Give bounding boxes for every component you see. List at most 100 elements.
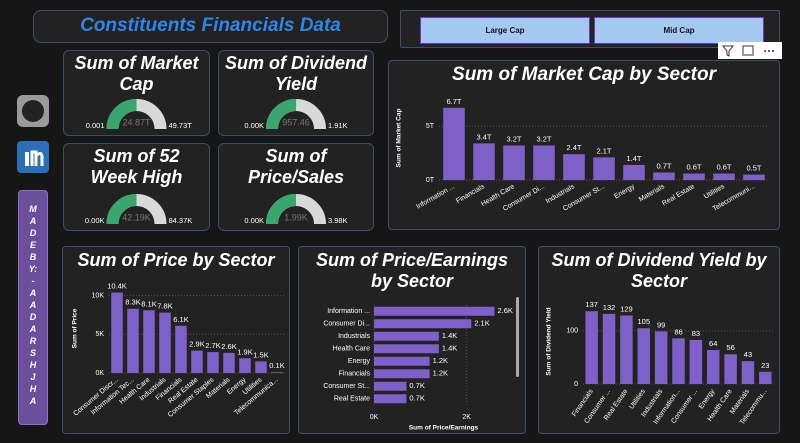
bar	[743, 174, 765, 180]
gauge-max: 84.37K	[169, 216, 193, 225]
data-label: 10.4K	[107, 281, 127, 290]
gauge-min: 0.00K	[244, 121, 264, 130]
y-tick-label: 10K	[92, 292, 105, 299]
bar	[759, 371, 772, 384]
slicer-button[interactable]: Large Cap	[420, 17, 590, 44]
bar	[374, 344, 439, 354]
data-label: 1.5K	[253, 350, 268, 359]
data-label: 23	[761, 361, 769, 370]
gauge-value-arc	[106, 194, 137, 225]
data-label: 43	[744, 350, 752, 359]
x-tick-label: Information ...	[415, 183, 456, 210]
y-tick-label: 0T	[426, 177, 435, 184]
bar	[374, 381, 407, 391]
data-label: 1.9K	[237, 347, 252, 356]
data-label: 0.7K	[409, 394, 424, 403]
x-tick-label: 2K	[462, 414, 471, 421]
more-dot[interactable]	[764, 50, 766, 52]
y-axis-label: Sum of Market Cap	[396, 109, 403, 168]
bar	[637, 328, 651, 384]
x-tick-label: Utilities	[703, 183, 726, 201]
gauge-card: Sum of 52 Week High 42.19K 0.00K 84.37K	[63, 143, 210, 231]
bar	[374, 394, 407, 404]
data-label: 0.6T	[686, 163, 701, 172]
gauge-max: 1.91K	[328, 121, 348, 130]
y-tick-label: Financials	[338, 371, 370, 378]
data-label: 99	[657, 320, 665, 329]
chart-panel: 0 100 Sum of Dividend Yield 137 Financials 13…	[538, 246, 780, 434]
focus-icon[interactable]	[742, 45, 754, 56]
gauge-max: 3.98K	[328, 216, 348, 225]
data-label: 2.6K	[221, 342, 236, 351]
data-label: 2.9K	[189, 340, 204, 349]
chart-panel: 0K 5K 10K Sum of Price 10.4K Consumer Discr..…	[62, 246, 290, 434]
bar	[473, 143, 495, 180]
bar	[672, 338, 685, 384]
chart-title: Sum of Dividend Yield by Sector	[551, 250, 767, 291]
gauge: 24.87T 0.001 49.73T	[86, 99, 193, 130]
data-label: 83	[692, 329, 700, 338]
more-dot[interactable]	[768, 50, 770, 52]
data-label: 0.7T	[656, 161, 671, 170]
data-label: 0.6T	[716, 163, 731, 172]
y-tick-label: 0K	[95, 370, 104, 377]
data-label: 105	[638, 317, 651, 326]
bar	[191, 350, 203, 373]
data-label: 2.1K	[474, 319, 489, 328]
gauge: 1.99K 0.00K 3.98K	[244, 194, 348, 225]
bar	[724, 354, 737, 384]
data-label: 1.4K	[442, 344, 457, 353]
gauge-max: 49.73T	[169, 121, 193, 130]
data-label: 7.8K	[157, 302, 172, 311]
y-tick-label: Industrials	[338, 333, 370, 340]
bar	[593, 157, 615, 180]
data-label: 0.7K	[409, 381, 424, 390]
data-label: 129	[620, 304, 633, 313]
gauge-value-arc	[266, 194, 297, 225]
y-tick-label: Consumer St...	[323, 383, 370, 390]
y-tick-label: 5T	[426, 123, 435, 130]
bar	[620, 315, 633, 384]
gauge-value-arc	[106, 99, 137, 130]
data-label: 6.1K	[173, 315, 188, 324]
chart-title: Sum of Market Cap by Sector	[452, 64, 716, 85]
y-tick-label: 5K	[95, 331, 104, 338]
bar	[706, 350, 720, 384]
social-icons	[17, 95, 49, 173]
chart: 0K 2K Sum of Price/Earnings 2.6K Information…	[323, 297, 519, 432]
bar	[374, 356, 430, 366]
bar	[563, 154, 585, 180]
data-label: 2.4T	[566, 143, 581, 152]
bar	[503, 145, 525, 180]
data-label: 132	[603, 303, 616, 312]
bar	[207, 352, 219, 373]
y-tick-label: 0	[574, 381, 578, 388]
more-dot[interactable]	[772, 50, 774, 52]
bar	[143, 310, 155, 373]
bar	[271, 372, 283, 373]
gauge-value: 42.19K	[122, 212, 151, 222]
bar	[127, 308, 139, 373]
slicer: Large Cap Mid Cap	[400, 10, 780, 48]
data-label: 1.4T	[626, 154, 641, 163]
gauge-card: Sum of Dividend Yield 957.46 0.00K 1.91K	[218, 50, 374, 136]
filter-icon[interactable]	[721, 45, 735, 57]
linkedin-glyph	[30, 150, 44, 166]
bar	[683, 173, 705, 180]
credit-text: MADE BY:- AADARSH JHA	[28, 204, 39, 406]
gauge: 957.46 0.00K 1.91K	[244, 99, 348, 130]
gauge-min: 0.00K	[244, 216, 264, 225]
visual-toolbar	[718, 42, 782, 59]
data-label: 2.6K	[497, 306, 512, 315]
data-label: 1.2K	[433, 369, 448, 378]
slicer-button[interactable]: Mid Cap	[594, 17, 764, 44]
bar	[111, 292, 123, 373]
scrollbar	[516, 297, 519, 377]
data-label: 3.4T	[476, 132, 491, 141]
bar	[602, 313, 616, 384]
data-label: 2.1T	[596, 146, 611, 155]
gauge-title: Sum of Price/Sales	[247, 146, 345, 187]
gauge-value: 24.87T	[122, 117, 151, 127]
